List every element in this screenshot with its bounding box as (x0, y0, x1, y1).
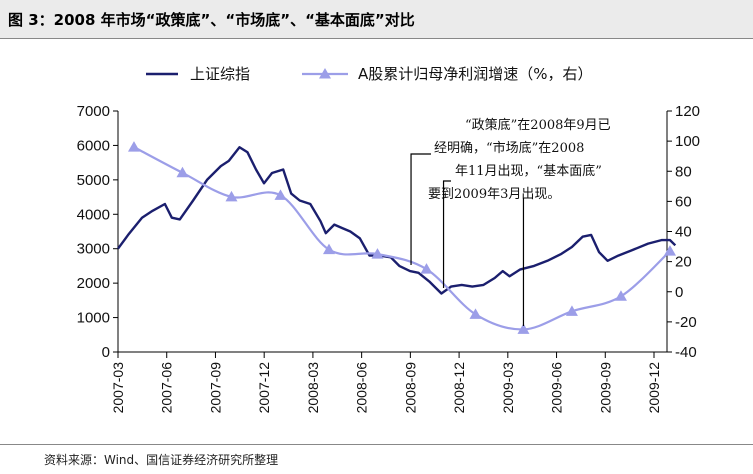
series-marker-triangle (274, 189, 287, 200)
annotation-text-line: 经明确，“市场底”在2008 (434, 140, 584, 156)
x-tick-label: 2008-03 (305, 362, 321, 414)
series-marker-triangle (322, 243, 335, 255)
footer-divider (0, 444, 753, 445)
chart-axes: 0 1000 2000 3000 4000 5000 6000 7000 -40 -20 0 20 40… (77, 103, 700, 413)
chart-legend: 上证综指 A股累计归母净利润增速（%，右） (146, 65, 593, 83)
y-tick-label-right: 60 (675, 193, 692, 210)
y-tick-label-right: -40 (675, 344, 697, 361)
y-tick-label-right: 40 (675, 224, 692, 241)
x-tick-label: 2008-09 (402, 362, 418, 414)
figure-title-bar: 图 3：2008 年市场“政策底”、“市场底”、“基本面底”对比 (0, 0, 753, 39)
market-bottom-marker (442, 180, 451, 288)
x-tick-label: 2009-12 (646, 362, 662, 414)
annotation-text-line: “政策底”在2008年9月已 (465, 117, 611, 133)
legend-label-profit-growth: A股累计归母净利润增速（%，右） (358, 65, 593, 83)
y-tick-label-right: 0 (675, 284, 683, 301)
series-marker-triangle (176, 166, 189, 178)
x-tick-label: 2008-12 (451, 362, 467, 414)
series-marker-triangle (225, 190, 238, 202)
source-note: 资料来源：Wind、国信证券经济研究所整理 (44, 453, 279, 467)
y-tick-label-right: 120 (675, 103, 700, 120)
y-tick-label-right: -20 (675, 314, 697, 331)
y-tick-label-left: 0 (102, 344, 110, 361)
x-tick-label: 2009-06 (549, 362, 565, 414)
series-marker-triangle (469, 308, 482, 319)
series-marker-triangle (517, 323, 530, 334)
y-tick-label-left: 2000 (77, 275, 110, 292)
y-tick-label-right: 80 (675, 163, 692, 180)
series-marker-triangle (420, 263, 433, 274)
series-marker-triangle (663, 245, 676, 256)
chart-series (117, 141, 677, 334)
legend-label-index: 上证综指 (190, 65, 250, 83)
x-tick-label: 2007-12 (256, 362, 272, 414)
x-tick-label: 2007-09 (207, 362, 223, 414)
series-marker-triangle (127, 141, 140, 152)
series-marker-triangle (565, 305, 578, 316)
annotation-text-line: 要到2009年3月出现。 (428, 187, 560, 202)
series-marker-triangle (371, 248, 384, 259)
x-tick-label: 2009-09 (597, 362, 613, 414)
x-tick-label: 2008-06 (354, 362, 370, 414)
policy-bottom-marker (410, 153, 431, 265)
series-marker-triangle (614, 290, 627, 301)
y-tick-label-right: 100 (675, 133, 700, 150)
figure-title: 图 3：2008 年市场“政策底”、“市场底”、“基本面底”对比 (8, 11, 415, 29)
y-tick-label-left: 6000 (77, 137, 110, 154)
legend-marker-triangle (319, 68, 331, 79)
y-tick-label-right: 20 (675, 254, 692, 271)
y-tick-label-left: 5000 (77, 172, 110, 189)
line-chart: 上证综指 A股累计归母净利润增速（%，右） 0100020003000400050… (77, 65, 700, 413)
x-tick-label: 2009-03 (500, 362, 516, 414)
annotation-text-line: 年11月出现，“基本面底” (455, 163, 602, 179)
y-tick-label-left: 4000 (77, 206, 110, 223)
x-tick-label: 2007-03 (110, 362, 126, 414)
x-tick-label: 2007-06 (159, 362, 175, 414)
y-tick-label-left: 1000 (77, 310, 110, 327)
y-tick-label-left: 3000 (77, 241, 110, 258)
y-tick-label-left: 7000 (77, 103, 110, 120)
